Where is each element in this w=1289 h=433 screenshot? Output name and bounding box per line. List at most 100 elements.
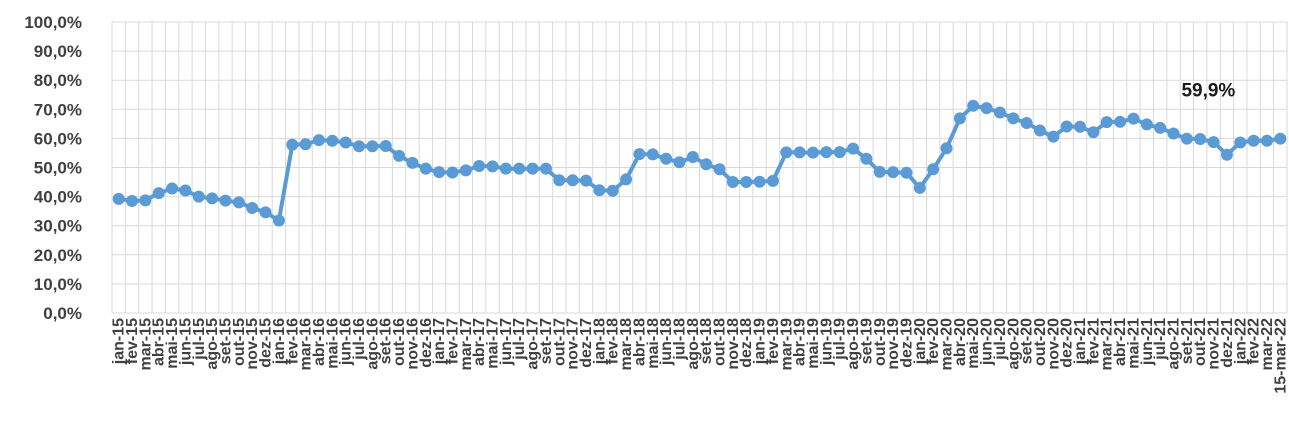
data-point: [259, 206, 272, 219]
data-point: [1154, 121, 1167, 134]
x-tick-label: mar-20: [939, 318, 956, 371]
data-point: [806, 146, 819, 159]
data-point: [887, 166, 900, 179]
x-tick-label: out-18: [712, 318, 729, 366]
x-tick-label: jun-18: [658, 318, 675, 366]
y-tick-label: 0,0%: [43, 304, 82, 323]
data-point: [553, 174, 566, 187]
data-point: [1167, 127, 1180, 140]
x-tick-label: ago-16: [364, 318, 381, 370]
x-tick-label: dez-20: [1059, 318, 1076, 368]
x-tick-label: mai-16: [324, 318, 341, 369]
data-point: [833, 146, 846, 159]
data-point: [620, 173, 633, 186]
data-point: [633, 148, 646, 161]
x-tick-label: ago-19: [845, 318, 862, 370]
y-tick-label: 100,0%: [24, 13, 82, 32]
x-tick-label: fev-17: [444, 318, 461, 364]
data-point: [299, 138, 312, 151]
data-point: [272, 214, 285, 227]
data-point: [726, 176, 739, 189]
x-tick-label: set-18: [698, 318, 715, 364]
data-point: [1020, 116, 1033, 129]
data-point: [139, 194, 152, 207]
x-tick-label: fev-19: [765, 318, 782, 364]
data-point: [1247, 134, 1260, 147]
x-tick-label: jan-17: [431, 318, 448, 365]
x-tick-label: jan-16: [271, 318, 288, 365]
data-point: [1260, 134, 1273, 147]
x-tick-label: jul-15: [191, 318, 208, 361]
data-point: [326, 134, 339, 147]
x-tick-label: mar-18: [618, 318, 635, 371]
x-tick-label: jun-16: [338, 318, 355, 366]
data-point: [166, 182, 179, 195]
x-tick-label: abr-20: [952, 318, 969, 366]
x-tick-label: jul-16: [351, 318, 368, 361]
x-tick-label: fev-15: [124, 318, 141, 364]
data-point: [580, 174, 593, 187]
data-point: [927, 163, 940, 176]
y-axis-tick-labels: 0,0% 10,0% 20,0% 30,0% 40,0% 50,0% 60,0% 70,0% 8…: [24, 13, 82, 323]
x-tick-label: abr-19: [792, 318, 809, 366]
data-point: [192, 190, 205, 203]
y-tick-label: 50,0%: [34, 159, 82, 178]
data-point: [179, 184, 192, 197]
x-tick-label: mai-15: [164, 318, 181, 369]
x-tick-label: abr-18: [631, 318, 648, 366]
data-point: [700, 158, 713, 171]
x-tick-label: out-16: [391, 318, 408, 366]
data-point: [1127, 112, 1140, 125]
data-point: [940, 142, 953, 155]
data-point: [1047, 130, 1060, 143]
data-point: [126, 194, 139, 207]
data-point: [1074, 120, 1087, 133]
data-point: [379, 139, 392, 152]
x-tick-label: nov-18: [725, 318, 742, 370]
data-point: [446, 166, 459, 179]
x-tick-label: dez-17: [578, 318, 595, 368]
data-point: [566, 174, 579, 187]
data-point: [1274, 132, 1287, 145]
x-tick-label: out-21: [1192, 318, 1209, 366]
data-point: [1114, 115, 1127, 128]
data-point: [847, 142, 860, 155]
data-point: [339, 136, 352, 149]
x-tick-label: set-15: [217, 318, 234, 364]
data-point: [913, 181, 926, 194]
x-tick-label: abr-16: [311, 318, 328, 366]
data-point: [993, 106, 1006, 119]
x-tick-label: jun-15: [177, 318, 194, 366]
x-tick-label: set-21: [1179, 318, 1196, 364]
data-point: [513, 162, 526, 175]
x-tick-label: jan-21: [1072, 318, 1089, 365]
data-point: [1100, 116, 1113, 129]
data-point: [980, 102, 993, 115]
x-tick-label: mar-16: [298, 318, 315, 371]
data-point: [312, 134, 325, 147]
x-tick-label: dez-18: [738, 318, 755, 368]
x-tick-label: mai-21: [1125, 318, 1142, 369]
x-tick-label: mar-17: [458, 318, 475, 371]
data-point: [900, 166, 913, 179]
data-point: [873, 165, 886, 178]
x-tick-label: dez-15: [258, 318, 275, 368]
data-point: [793, 146, 806, 159]
data-point: [486, 160, 499, 173]
x-tick-label: jun-17: [498, 318, 515, 366]
data-point: [433, 166, 446, 179]
x-tick-label: abr-17: [471, 318, 488, 366]
x-tick-label: set-20: [1019, 318, 1036, 364]
x-tick-label: set-19: [858, 318, 875, 364]
data-point: [499, 162, 512, 175]
x-tick-label: jan-19: [752, 318, 769, 365]
data-point: [206, 192, 219, 205]
data-point: [1234, 136, 1247, 149]
x-tick-label: out-20: [1032, 318, 1049, 366]
data-point: [232, 196, 245, 209]
data-point: [1207, 136, 1220, 149]
data-point: [1033, 124, 1046, 137]
annotation-label: 59,9%: [1181, 81, 1235, 102]
data-point: [246, 201, 259, 214]
